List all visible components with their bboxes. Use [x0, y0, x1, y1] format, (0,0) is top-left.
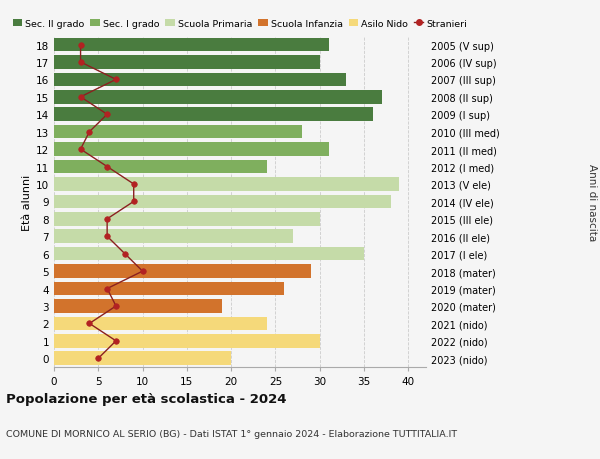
- Bar: [54, 160, 266, 174]
- Text: Anni di nascita: Anni di nascita: [587, 163, 597, 241]
- Bar: [54, 230, 293, 244]
- Bar: [54, 178, 400, 191]
- Bar: [54, 352, 231, 365]
- Bar: [54, 317, 266, 330]
- Bar: [54, 56, 320, 70]
- Bar: [54, 126, 302, 139]
- Text: COMUNE DI MORNICO AL SERIO (BG) - Dati ISTAT 1° gennaio 2024 - Elaborazione TUTT: COMUNE DI MORNICO AL SERIO (BG) - Dati I…: [6, 429, 457, 438]
- Bar: [54, 91, 382, 104]
- Bar: [54, 39, 329, 52]
- Legend: Sec. II grado, Sec. I grado, Scuola Primaria, Scuola Infanzia, Asilo Nido, Stran: Sec. II grado, Sec. I grado, Scuola Prim…: [13, 20, 467, 29]
- Text: Popolazione per età scolastica - 2024: Popolazione per età scolastica - 2024: [6, 392, 287, 405]
- Bar: [54, 213, 320, 226]
- Bar: [54, 300, 222, 313]
- Bar: [54, 73, 346, 87]
- Bar: [54, 282, 284, 296]
- Bar: [54, 143, 329, 157]
- Bar: [54, 108, 373, 122]
- Y-axis label: Età alunni: Età alunni: [22, 174, 32, 230]
- Bar: [54, 247, 364, 261]
- Bar: [54, 195, 391, 209]
- Bar: [54, 265, 311, 278]
- Bar: [54, 334, 320, 348]
